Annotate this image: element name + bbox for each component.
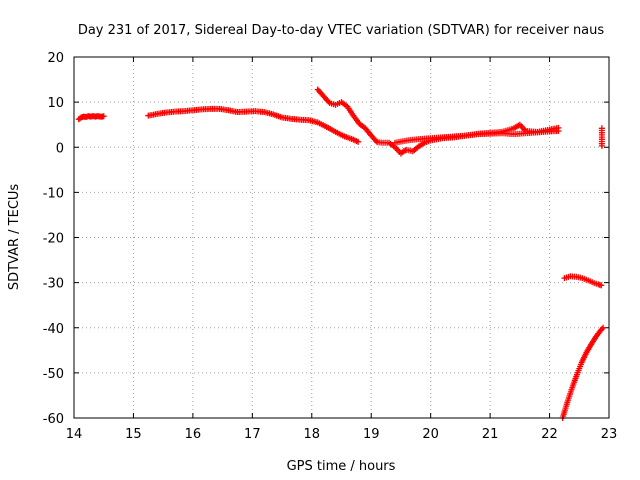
x-tick-label: 20: [422, 427, 439, 442]
y-tick-label: 20: [47, 51, 64, 66]
x-tick-label: 16: [185, 427, 202, 442]
y-tick-label: -50: [43, 367, 64, 382]
x-tick-label: 23: [601, 427, 618, 442]
y-axis-label: SDTVAR / TECUs: [7, 184, 22, 291]
y-tick-label: -60: [43, 412, 64, 427]
x-tick-label: 18: [304, 427, 321, 442]
data-points: [75, 86, 607, 421]
y-tick-label: -20: [43, 232, 64, 247]
series-arc-3: [314, 86, 562, 157]
y-tick-label: 10: [47, 96, 64, 111]
series-arc-6: [559, 324, 607, 421]
series-arc-2: [145, 105, 362, 145]
axis-ticks: 14 15 16 17 18 19 20 21 22 23 -60 -50 -40 -30 -20 -10 0 1…: [43, 51, 618, 442]
series-arc-4: [392, 128, 562, 146]
chart-title: Day 231 of 2017, Sidereal Day-to-day VTE…: [78, 23, 605, 38]
data-point: [600, 324, 607, 331]
y-tick-label: -40: [43, 322, 64, 337]
series-arc-7: [598, 125, 605, 149]
x-tick-label: 19: [363, 427, 380, 442]
y-tick-label: 0: [56, 141, 64, 156]
x-tick-label: 17: [244, 427, 261, 442]
data-point: [598, 142, 605, 149]
x-tick-label: 15: [125, 427, 142, 442]
data-point: [355, 138, 362, 145]
x-tick-label: 21: [482, 427, 499, 442]
plot-frame: [73, 56, 610, 419]
x-tick-label: 22: [541, 427, 558, 442]
y-tick-label: -30: [43, 277, 64, 292]
series-arc-1: [75, 113, 107, 123]
x-axis-label: GPS time / hours: [287, 459, 396, 474]
grid: [74, 57, 609, 418]
data-point: [100, 113, 107, 120]
data-point: [555, 128, 562, 135]
series-arc-5: [561, 273, 605, 289]
x-tick-label: 14: [66, 427, 83, 442]
y-tick-label: -10: [43, 186, 64, 201]
data-point: [598, 282, 605, 289]
